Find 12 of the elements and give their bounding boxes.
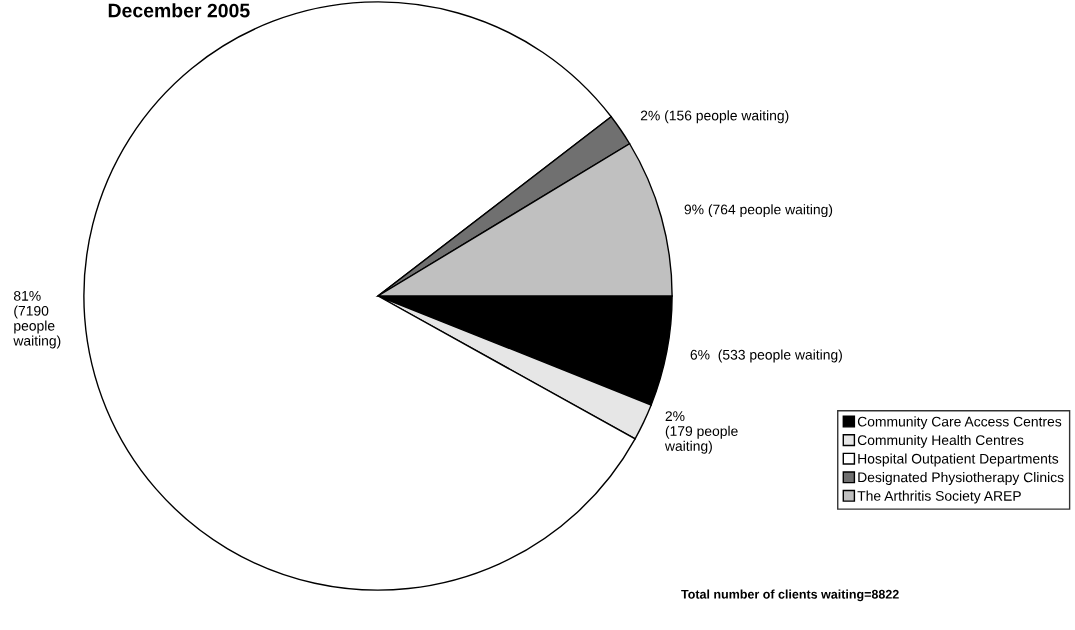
legend-label: Hospital Outpatient Departments xyxy=(858,453,1059,467)
data-label: 81% (7190 people waiting) xyxy=(13,290,61,349)
legend-label: Designated Physiotherapy Clinics xyxy=(858,472,1064,485)
legend-label: Community Health Centres xyxy=(857,434,1024,448)
data-label: 2% (179 people waiting) xyxy=(664,411,738,454)
chart-title: December 2005 xyxy=(108,3,250,18)
data-label: 2% (156 people waiting) xyxy=(640,110,789,124)
text: Total number of clients waiting=8822 xyxy=(681,589,899,602)
legend-label: Community Care Access Centres xyxy=(857,416,1062,430)
data-label: 6% (533 people waiting) xyxy=(690,349,842,363)
legend-label: The Arthritis Society AREP xyxy=(857,490,1021,504)
data-label: 9% (764 people waiting) xyxy=(684,204,833,218)
